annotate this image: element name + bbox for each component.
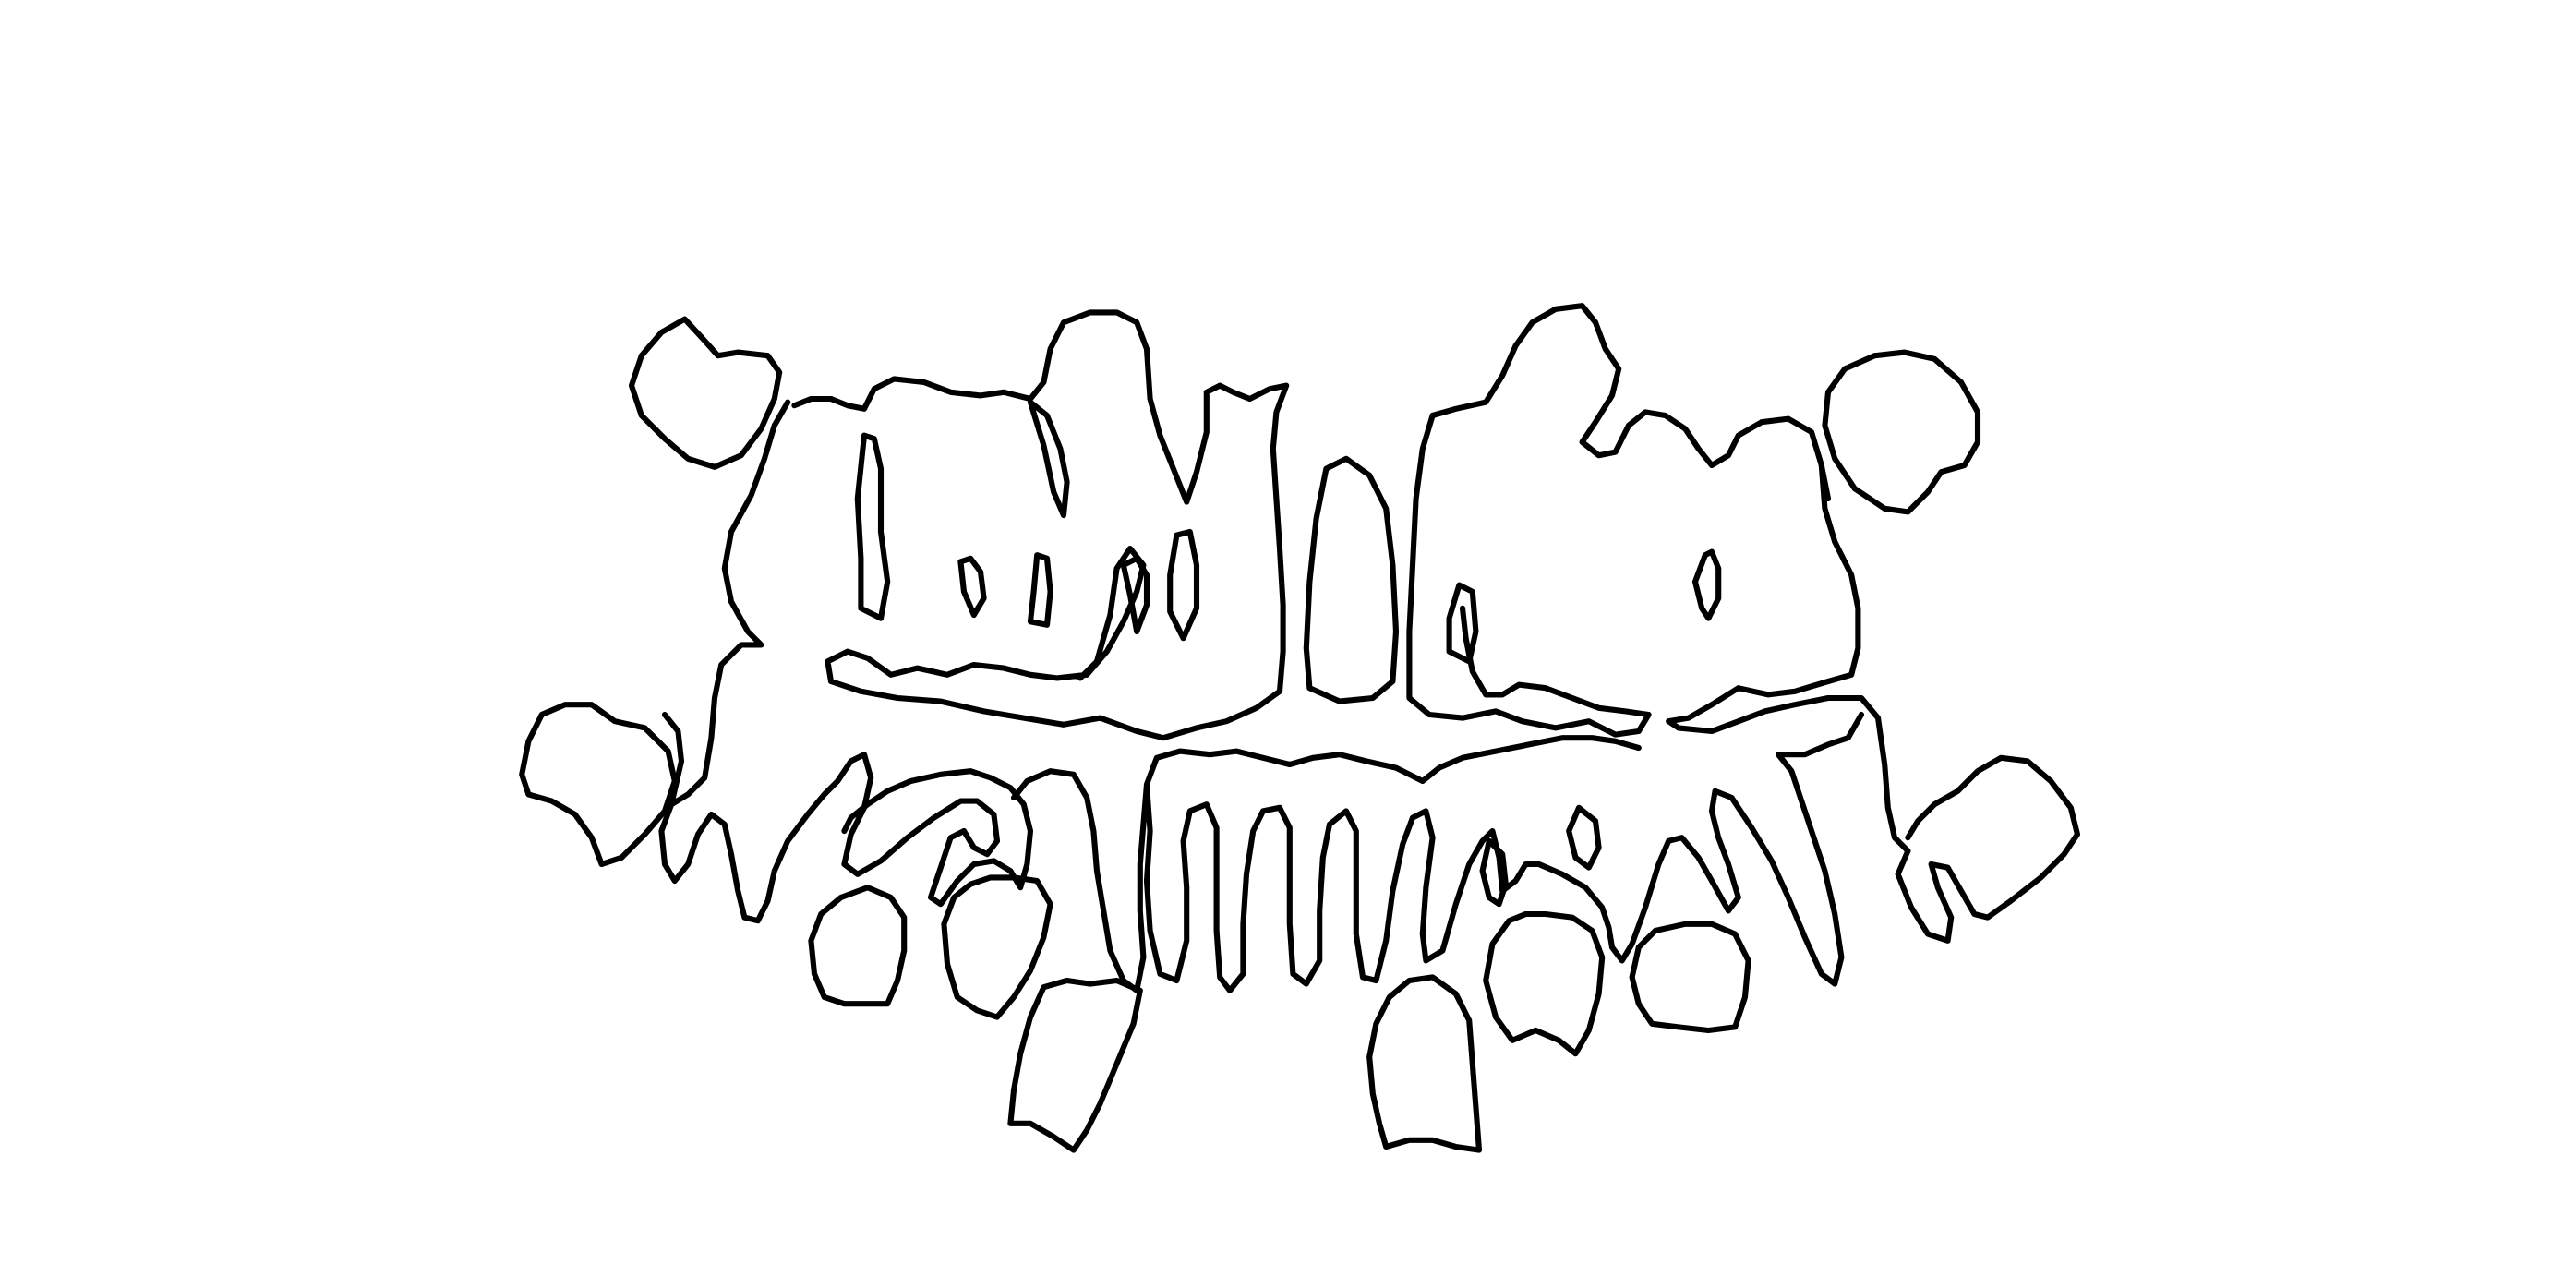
upper-left-molar-pulp-2-contour [1027, 552, 1053, 628]
upper-right-molar-complex-contour [1429, 303, 1911, 854]
lower-right-developing-incisor-contour [1366, 974, 1483, 1153]
lower-left-molar-roots-contour [658, 752, 1034, 924]
upper-right-premolar-pulp-contour [1691, 548, 1722, 621]
upper-right-third-molar-crown-contour [1822, 349, 1981, 515]
lower-left-developing-incisor-contour [1007, 977, 1143, 1153]
upper-left-molar-complex-contour [661, 309, 1290, 808]
lower-right-third-molar-crown-contour [1895, 754, 2081, 944]
lower-anterior-roots-contour [1010, 735, 1845, 993]
upper-right-molar-pulp-contour [1818, 462, 1832, 502]
lower-right-premolar-pulp-contour [1479, 837, 1509, 908]
upper-left-molar-pulp-3-contour [1120, 555, 1150, 635]
upper-left-molar-pulp-1-contour [957, 555, 987, 619]
upper-left-third-molar-crown-contour [628, 316, 783, 470]
contour-group [519, 303, 2081, 1153]
lower-left-third-molar-crown-contour [519, 702, 678, 868]
lower-right-small-pulp-contour [1566, 804, 1602, 871]
upper-left-canine-pulp-contour [1303, 455, 1400, 704]
lower-left-developing-canine-contour [941, 874, 1053, 1020]
lower-right-developing-premolar-contour [1629, 921, 1751, 1034]
lower-right-molar-roots-contour [1775, 711, 1865, 758]
lower-right-developing-canine-contour [1483, 910, 1606, 1057]
upper-left-premolar-pulp-contour [1167, 528, 1200, 642]
upper-left-incisor-contour [1406, 412, 1652, 738]
upper-left-central-incisor-pulp-contour [1446, 582, 1479, 665]
lower-left-developing-premolar-contour [808, 885, 908, 1007]
